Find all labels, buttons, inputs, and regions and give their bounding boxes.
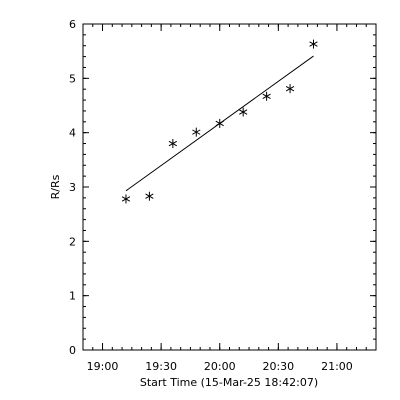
y-tick-label: 5 — [69, 72, 76, 85]
data-point — [309, 39, 318, 49]
x-axis-title: Start Time (15-Mar-25 18:42:07) — [140, 376, 318, 389]
x-tick-label: 19:30 — [145, 360, 177, 373]
data-point-stroke — [262, 93, 271, 99]
data-points — [121, 39, 318, 204]
x-tick-label: 20:30 — [262, 360, 294, 373]
y-axis-title: R/Rs — [49, 174, 62, 199]
data-point — [121, 194, 131, 204]
data-point — [262, 91, 271, 101]
data-point — [285, 84, 295, 94]
plot-frame — [82, 23, 377, 351]
data-point-stroke — [309, 41, 318, 47]
data-point-stroke — [285, 85, 295, 92]
fit-line — [125, 55, 314, 192]
y-axis: 0 1 2 3 4 5 6 — [69, 18, 376, 357]
data-point — [192, 127, 201, 137]
data-point — [145, 191, 154, 201]
x-axis: 19:00 19:30 20:00 20:30 21:00 — [82, 24, 377, 373]
y-tick-label: 0 — [69, 344, 76, 357]
data-point-stroke — [168, 140, 178, 147]
x-tick-label: 21:00 — [321, 360, 353, 373]
y-tick-label: 4 — [69, 127, 76, 140]
data-point-stroke — [192, 129, 201, 135]
y-tick-label: 2 — [69, 235, 76, 248]
data-point — [168, 139, 178, 149]
y-tick-label: 3 — [69, 181, 76, 194]
data-point — [239, 107, 248, 117]
x-tick-label: 19:00 — [87, 360, 119, 373]
data-point-stroke — [121, 196, 131, 202]
data-point-stroke — [145, 193, 154, 199]
x-tick-label: 20:00 — [204, 360, 236, 373]
y-tick-label: 6 — [69, 18, 76, 31]
data-point-stroke — [239, 109, 248, 115]
y-tick-label: 1 — [69, 290, 76, 303]
